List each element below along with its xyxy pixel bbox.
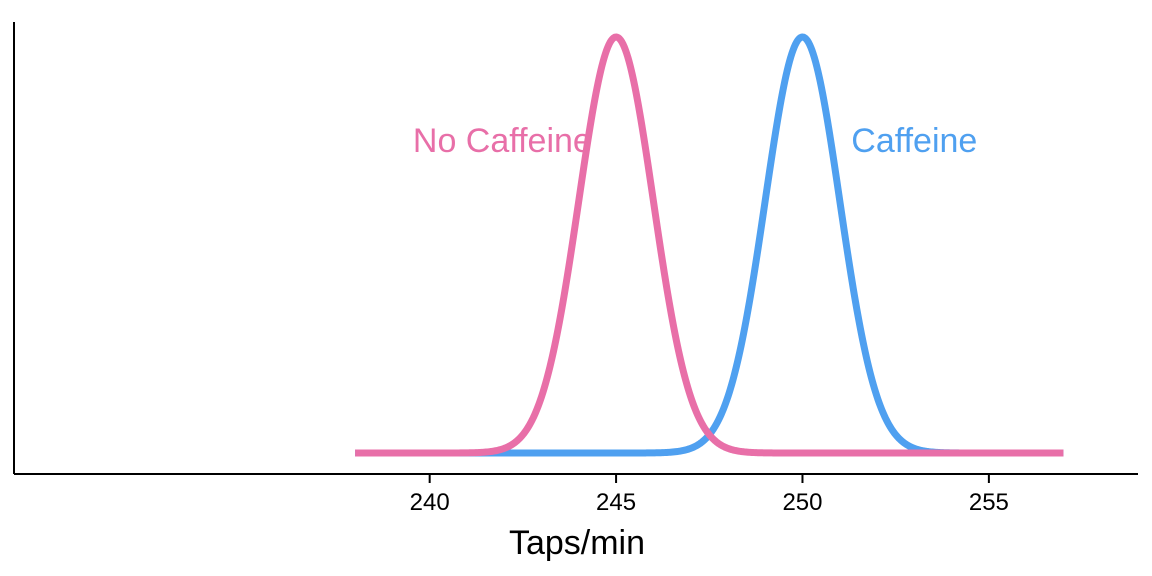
x-axis-title: Taps/min xyxy=(509,524,645,562)
no-caffeine-label: No Caffeine xyxy=(413,122,592,160)
x-tick-label: 250 xyxy=(782,489,822,516)
x-tick-label: 240 xyxy=(410,489,450,516)
curves-layer xyxy=(352,33,1066,457)
x-tick-label: 245 xyxy=(596,489,636,516)
x-ticks: 240 245 250 255 xyxy=(410,474,1009,516)
x-tick-label: 255 xyxy=(969,489,1009,516)
no-caffeine-curve xyxy=(352,33,1066,457)
caffeine-label: Caffeine xyxy=(851,122,977,160)
caffeine-curve xyxy=(352,33,1066,457)
